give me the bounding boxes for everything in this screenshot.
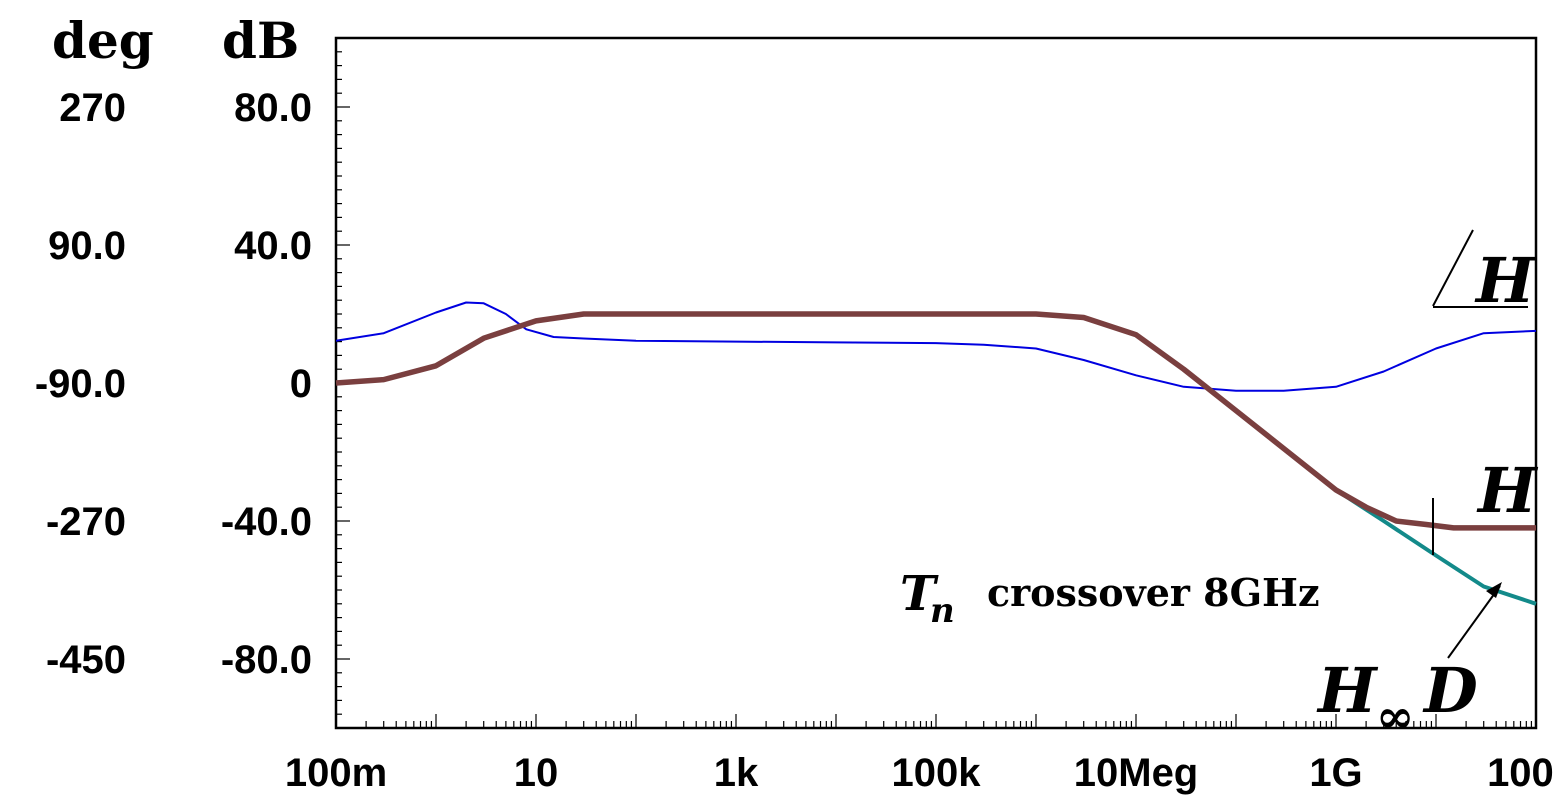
x-tick-label: 10Meg xyxy=(1074,751,1199,795)
db-tick-label: -80.0 xyxy=(221,638,312,682)
db-tick-label: -40.0 xyxy=(221,500,312,544)
y-tick-labels: 80.0 40.0 0 -40.0 -80.0 270 90.0 -90.0 -270 -450 xyxy=(35,86,312,682)
hinf-main: H xyxy=(1316,654,1379,727)
right-axis-label: dB xyxy=(222,11,299,70)
db-tick-label: 40.0 xyxy=(234,224,312,268)
plot-frame xyxy=(334,36,1538,730)
left-axis-label: deg xyxy=(52,11,154,70)
deg-tick-label: -90.0 xyxy=(35,362,126,406)
series-phase-line xyxy=(335,301,1537,392)
series-layer xyxy=(335,301,1537,606)
crossover-symbol: T xyxy=(900,566,939,622)
x-tick-label: 1k xyxy=(714,751,759,795)
db-tick-label: 80.0 xyxy=(234,86,312,130)
hinf-arrow-line xyxy=(1447,585,1501,659)
deg-tick-label: 270 xyxy=(59,86,126,130)
crossover-text: crossover 8GHz xyxy=(987,570,1320,615)
x-tick-label: 100m xyxy=(285,751,387,795)
crossover-subscript: n xyxy=(930,591,955,631)
phase-label: H xyxy=(1474,244,1537,317)
x-tick-label: 100G xyxy=(1487,751,1554,795)
hinf-arrow-head xyxy=(1486,582,1502,598)
x-tick-label: 1G xyxy=(1309,751,1362,795)
x-tick-label: 10 xyxy=(514,751,559,795)
deg-tick-label: -270 xyxy=(46,500,126,544)
hinf-sub: ∞ xyxy=(1376,689,1414,743)
deg-tick-label: -450 xyxy=(46,638,126,682)
x-tick-label: 100k xyxy=(892,751,982,795)
deg-tick-label: 90.0 xyxy=(48,224,126,268)
magnitude-label: H xyxy=(1476,454,1539,527)
hinf-tail: D xyxy=(1422,654,1478,727)
angle-mark xyxy=(1432,229,1474,307)
series-magnitude-line xyxy=(335,311,1536,531)
x-tick-labels: 100m 10 1k 100k 10Meg 1G 100G xyxy=(285,751,1554,795)
db-tick-label: 0 xyxy=(290,362,312,406)
